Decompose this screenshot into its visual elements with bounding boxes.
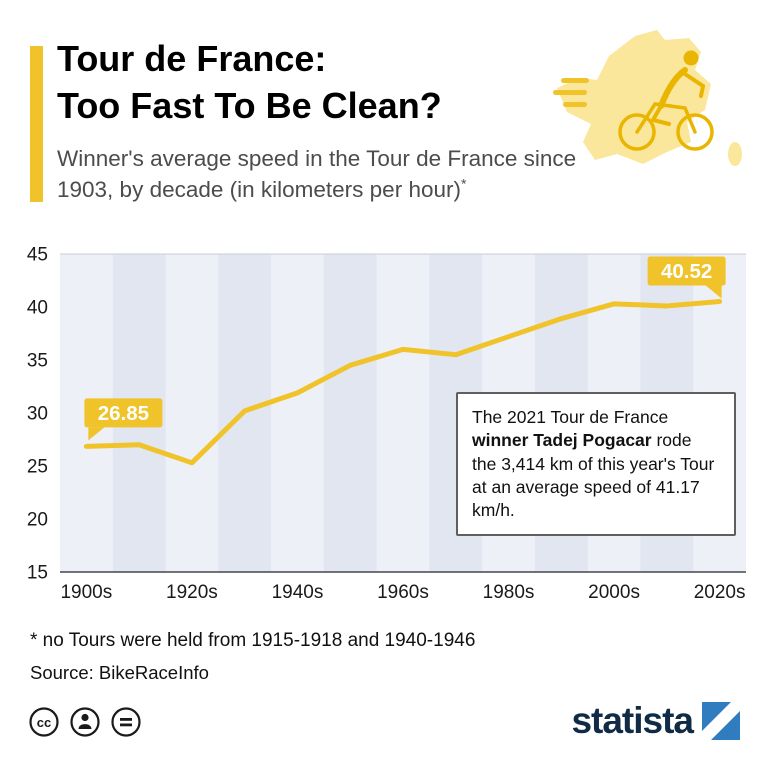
cyclist-icon <box>618 50 714 151</box>
france-map-icon <box>557 30 711 164</box>
value-badge-pointer <box>88 427 105 441</box>
footnote-marker: * <box>460 175 467 192</box>
title-accent-bar <box>30 46 43 202</box>
value-badge-pointer <box>705 285 722 299</box>
cc-icon[interactable]: cc <box>28 706 60 738</box>
equals-icon[interactable] <box>110 706 142 738</box>
x-axis-label: 1960s <box>377 582 429 603</box>
value-badge: 26.85 <box>84 398 163 441</box>
value-badge-label: 40.52 <box>661 260 712 283</box>
y-axis-label: 20 <box>27 510 48 531</box>
value-badge: 40.52 <box>647 256 726 299</box>
y-axis-label: 45 <box>27 245 48 266</box>
value-badge-bg <box>647 256 726 286</box>
annotation-text-bold: winner Tadej Pogacar <box>472 430 652 451</box>
source-text: Source: BikeRaceInfo <box>30 662 209 683</box>
license-row: cc <box>28 706 142 738</box>
x-axis-label: 1900s <box>60 582 112 603</box>
data-line <box>83 298 723 466</box>
title-line-2: Too Fast To Be Clean? <box>57 84 442 126</box>
y-axis-label: 25 <box>27 457 48 478</box>
x-axis-label: 1940s <box>272 582 324 603</box>
x-axis-label: 1980s <box>483 582 535 603</box>
y-axis-label: 35 <box>27 351 48 372</box>
y-axis-label: 30 <box>27 404 48 425</box>
statista-logo[interactable]: statista <box>571 700 740 742</box>
annotation-text-end: rode the 3,414 km of this year's Tour at… <box>472 430 715 521</box>
x-axis-label: 2020s <box>694 582 746 603</box>
value-badge-bg <box>84 398 163 428</box>
y-axis-label: 15 <box>27 563 48 584</box>
plot-stripe <box>323 254 377 572</box>
y-axis-label: 40 <box>27 298 48 319</box>
x-axis-label: 2000s <box>588 582 640 603</box>
x-axis-label: 1920s <box>166 582 218 603</box>
chart-area: 15 20 25 30 35 40 45 1900s 1920s 1940s 1960s 1980s 2… <box>0 240 768 620</box>
annotation-box: The 2021 Tour de France winner Tadej Pog… <box>456 392 736 537</box>
annotation-text-start: The 2021 Tour de France <box>472 407 669 427</box>
speed-lines-icon <box>553 78 589 107</box>
corsica-icon <box>728 142 742 166</box>
value-badge-label: 26.85 <box>98 402 149 425</box>
statista-logo-mark-icon <box>702 702 740 740</box>
statista-logo-text: statista <box>571 700 694 741</box>
svg-text:cc: cc <box>37 715 51 730</box>
france-map-cyclist-illustration <box>553 30 742 166</box>
page-subtitle: Winner's average speed in the Tour de Fr… <box>57 146 577 203</box>
footnote-text: * no Tours were held from 1915-1918 and … <box>30 630 476 651</box>
attribution-person-icon[interactable] <box>69 706 101 738</box>
page-title: Tour de France: Too Fast To Be Clean? <box>57 36 442 130</box>
title-line-1: Tour de France: <box>57 38 327 79</box>
